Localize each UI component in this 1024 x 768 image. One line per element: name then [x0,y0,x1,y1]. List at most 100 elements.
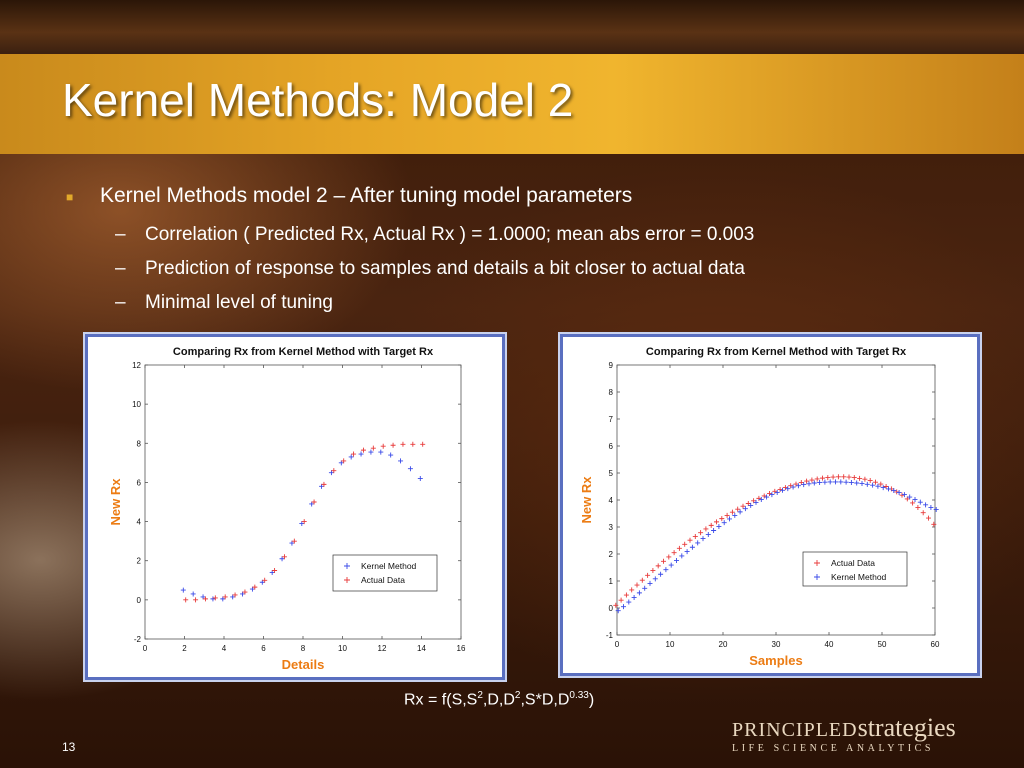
top-band [0,0,1024,54]
data-point-kernel-method [859,481,865,487]
data-point-actual-data [341,458,347,464]
formula-part: ,D,D [482,691,515,709]
data-point-kernel-method [711,528,717,534]
data-point-actual-data [729,509,735,515]
data-point-actual-data [851,475,857,481]
data-point-kernel-method [758,496,764,502]
legend-marker [344,563,350,569]
data-point-kernel-method [891,488,897,494]
data-point-kernel-method [875,483,881,489]
data-point-actual-data [782,485,788,491]
x-tick-label: 2 [182,644,187,653]
data-point-kernel-method [764,494,770,500]
data-point-actual-data [740,503,746,509]
data-point-actual-data [698,530,704,536]
dash-icon: – [115,292,126,313]
data-point-actual-data [862,476,868,482]
legend-marker [344,577,350,583]
data-point-actual-data [798,479,804,485]
x-tick-label: 0 [615,640,620,649]
y-tick-label: 2 [609,550,614,559]
data-point-actual-data [867,478,873,484]
chart-details: Comparing Rx from Kernel Method with Tar… [108,346,466,672]
data-point-kernel-method [742,506,748,512]
data-point-kernel-method [674,557,679,563]
data-point-actual-data [645,572,651,578]
data-point-kernel-method [780,487,785,493]
data-point-kernel-method [626,599,632,605]
data-point-actual-data [281,554,287,560]
x-tick-label: 30 [772,640,781,649]
y-axis-label: New Rx [108,478,123,526]
legend-box [332,554,438,592]
data-point-kernel-method [774,489,780,495]
y-axis-label: New Rx [579,476,594,524]
dash-icon: – [115,224,126,245]
dash-icon: – [115,258,126,279]
data-point-actual-data [894,489,900,495]
y-tick-label: -1 [606,631,614,640]
data-point-kernel-method [753,499,759,505]
data-point-actual-data [676,545,682,551]
data-point-kernel-method [210,596,216,602]
data-point-actual-data [777,486,783,492]
data-point-kernel-method [933,506,939,512]
data-point-kernel-method [854,480,860,486]
data-point-kernel-method [636,590,642,596]
data-point-actual-data [623,592,629,598]
data-point-actual-data [756,495,762,501]
data-point-actual-data [820,475,825,481]
data-point-actual-data [931,521,937,527]
legend-label: Actual Data [361,575,405,585]
logo-text-1: PRINCIPLED [732,719,858,741]
data-point-actual-data [883,484,889,489]
data-point-actual-data [655,563,661,569]
data-point-actual-data [618,597,624,603]
data-point-kernel-method [811,480,817,486]
data-point-actual-data [242,589,248,595]
data-point-kernel-method [785,486,791,492]
x-tick-label: 12 [378,644,387,653]
data-point-actual-data [830,474,836,480]
data-point-kernel-method [833,479,838,485]
y-tick-label: 9 [609,361,614,370]
sub-bullet-text: Prediction of response to samples and de… [145,258,745,279]
data-point-actual-data [915,505,921,511]
y-tick-label: 3 [609,523,614,532]
data-point-kernel-method [817,479,823,485]
data-point-kernel-method [822,479,828,485]
x-tick-label: 10 [666,640,675,649]
y-tick-label: 0 [137,596,142,605]
x-tick-label: 60 [931,640,940,649]
data-point-actual-data [714,519,719,525]
data-point-kernel-method [658,571,664,577]
data-point-kernel-method [679,553,685,559]
data-point-actual-data [202,596,208,602]
y-tick-label: 6 [609,442,614,451]
data-point-actual-data [634,582,640,588]
data-point-actual-data [301,519,307,525]
data-point-kernel-method [721,520,727,526]
data-point-actual-data [650,567,656,573]
formula-exponent: 2 [477,690,483,701]
x-tick-label: 8 [301,644,306,653]
page-number: 13 [62,740,76,754]
data-point-kernel-method [615,608,621,614]
data-point-actual-data [671,550,677,556]
data-point-actual-data [910,500,916,506]
chart-samples: Comparing Rx from Kernel Method with Tar… [579,346,940,668]
data-point-kernel-method [668,562,674,568]
x-tick-label: 0 [143,644,148,653]
x-tick-label: 10 [338,644,347,653]
data-point-kernel-method [870,482,876,488]
data-point-kernel-method [180,587,186,593]
data-point-actual-data [262,577,268,583]
legend-label: Kernel Method [831,572,887,582]
data-point-actual-data [351,451,357,457]
data-point-actual-data [639,577,645,583]
data-point-actual-data [814,476,820,482]
data-point-actual-data [370,445,376,451]
chart-title: Comparing Rx from Kernel Method with Tar… [173,346,434,358]
x-tick-label: 4 [222,644,227,653]
main-bullet-text: Kernel Methods model 2 – After tuning mo… [100,184,633,207]
